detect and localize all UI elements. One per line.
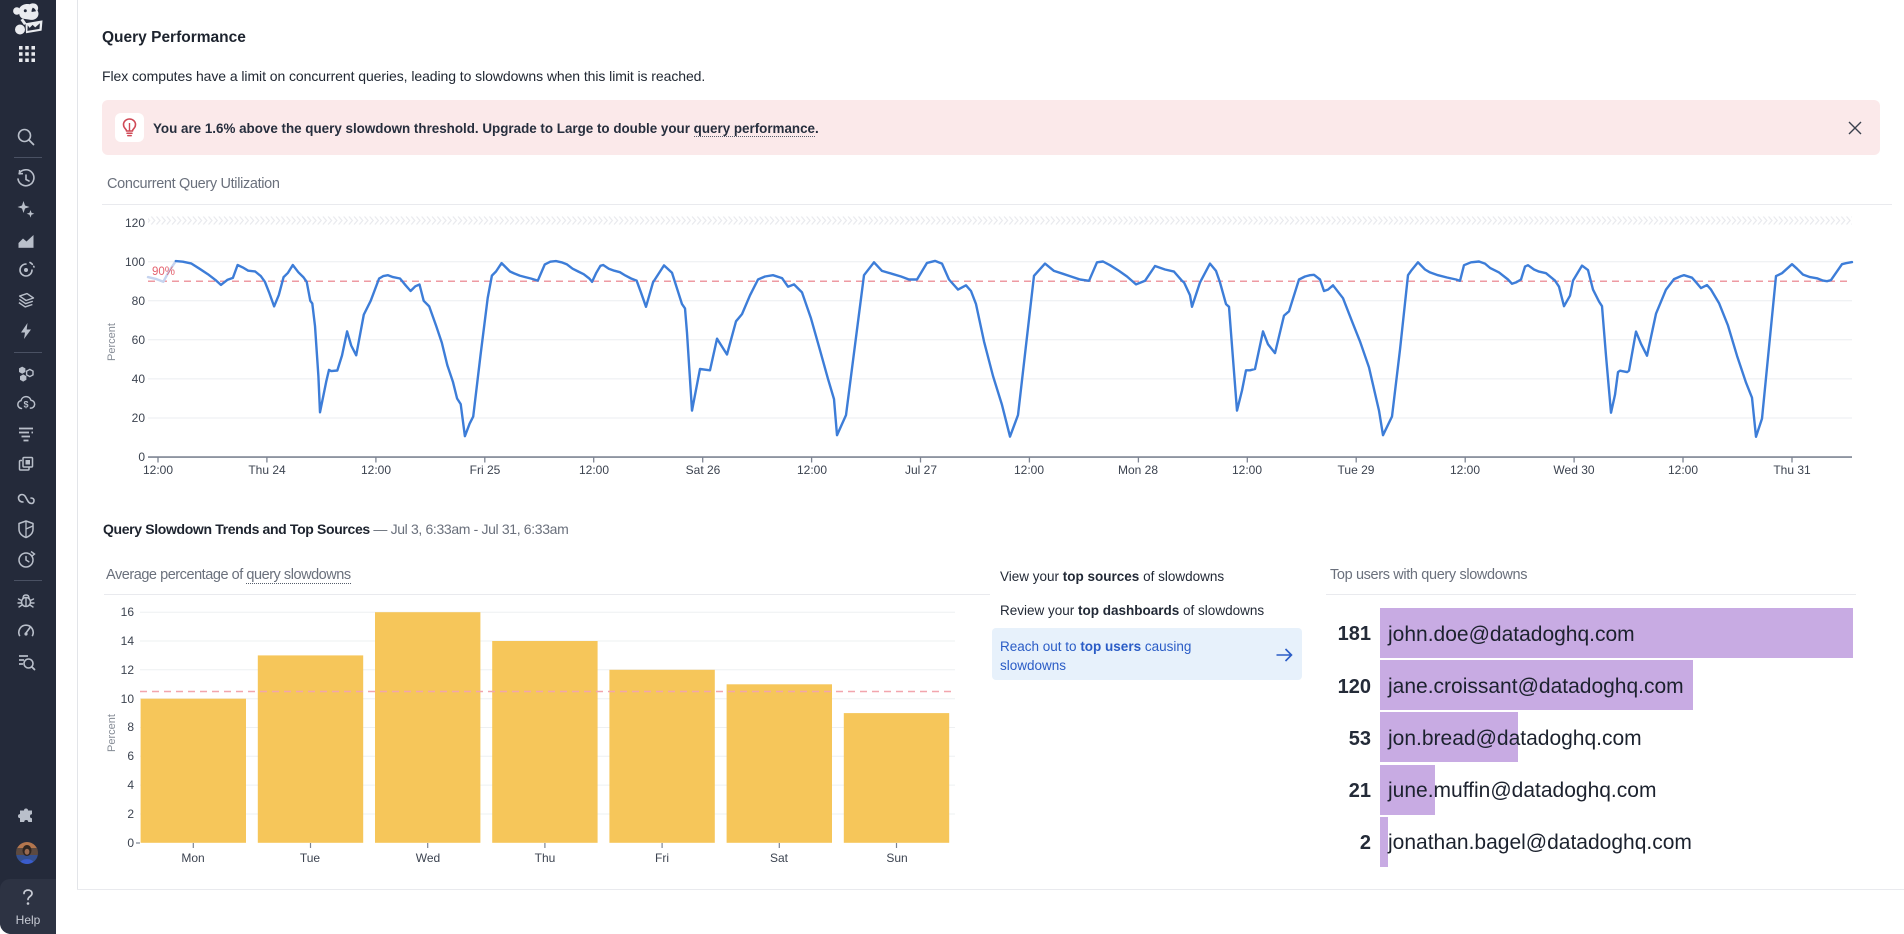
svg-text:$: $ (23, 400, 28, 410)
